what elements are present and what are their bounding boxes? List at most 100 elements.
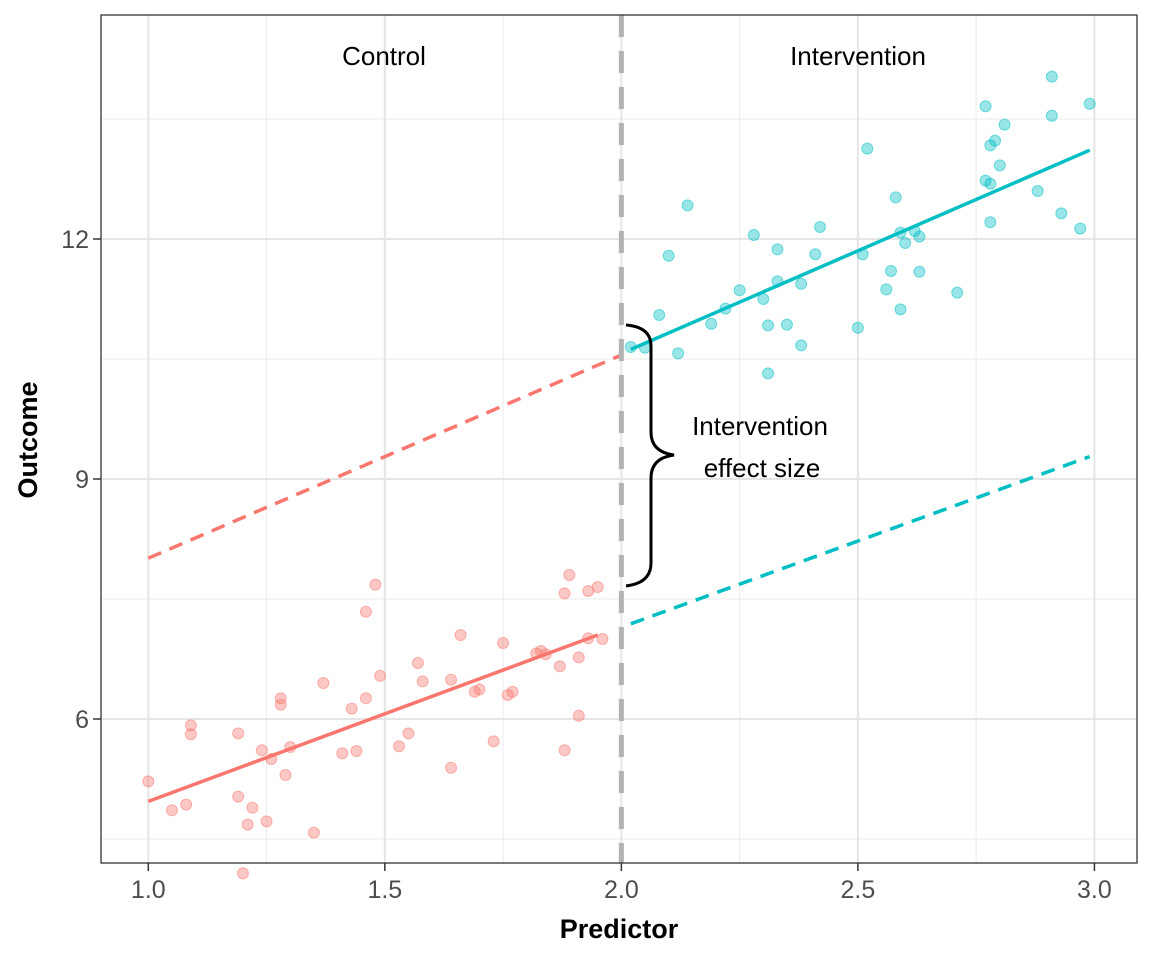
data-point-control (563, 569, 576, 581)
region-label-control: Control (342, 41, 426, 71)
data-point-control (359, 692, 372, 705)
data-point-intervention (653, 309, 666, 321)
data-point-control (591, 581, 604, 593)
effect-size-label-line2: effect size (704, 453, 821, 483)
x-tick-label: 2.5 (841, 876, 876, 904)
data-point-control (317, 677, 330, 689)
fit-line-control (147, 633, 599, 804)
data-point-control (274, 698, 287, 711)
fit-lines (147, 148, 1091, 804)
data-point-intervention (913, 230, 926, 243)
data-point-intervention (885, 265, 898, 277)
data-point-control (369, 578, 382, 591)
data-point-control (553, 660, 566, 673)
data-point-intervention (1045, 109, 1058, 122)
data-point-intervention (984, 177, 997, 190)
data-point-control (374, 669, 387, 682)
data-point-intervention (681, 199, 694, 212)
region-labels: Control Intervention (342, 41, 926, 71)
data-point-control (497, 637, 510, 649)
x-axis-title: Predictor (560, 914, 679, 944)
data-point-intervention (1045, 70, 1058, 83)
y-tick-label: 6 (75, 706, 89, 734)
data-point-control (241, 818, 254, 831)
data-point-control (445, 761, 458, 774)
x-tick-label: 2.0 (604, 876, 639, 904)
region-label-intervention: Intervention (790, 41, 926, 71)
data-point-intervention (705, 317, 718, 330)
data-point-intervention (762, 367, 775, 380)
data-point-intervention (1083, 97, 1096, 110)
data-point-intervention (1055, 207, 1068, 220)
data-point-intervention (889, 191, 902, 204)
data-point-control (411, 657, 424, 669)
data-point-intervention (998, 118, 1011, 131)
x-tick-label: 3.0 (1077, 876, 1112, 904)
data-point-intervention (662, 249, 675, 262)
data-point-intervention (979, 100, 992, 113)
data-point-intervention (762, 319, 775, 332)
data-point-control (255, 744, 268, 757)
data-point-control (232, 727, 245, 740)
data-point-control (402, 727, 415, 740)
data-point-control (572, 651, 585, 664)
data-point-intervention (989, 134, 1002, 147)
y-tick-label: 9 (75, 466, 89, 494)
counterfactual-line-intervention (630, 454, 1091, 626)
axes: 1.0 1.5 2.0 2.5 3.0 6 9 12 (61, 226, 1112, 904)
data-point-control (350, 745, 363, 757)
data-point-intervention (771, 243, 784, 256)
fit-line-intervention (630, 148, 1091, 352)
data-point-control (274, 692, 287, 705)
x-tick-label: 1.0 (131, 876, 166, 904)
data-point-control (558, 744, 571, 757)
data-point-intervention (809, 248, 822, 261)
data-point-intervention (733, 284, 746, 297)
data-point-control (596, 633, 609, 645)
data-point-control (473, 683, 486, 696)
data-point-intervention (880, 283, 893, 296)
data-point-control (184, 728, 197, 741)
plot-background (101, 15, 1137, 863)
data-point-intervention (984, 139, 997, 152)
counterfactual-lines (147, 353, 1091, 626)
data-point-control (336, 747, 349, 760)
data-point-control (445, 673, 458, 686)
data-point-control (180, 798, 193, 811)
data-point-intervention (984, 216, 997, 229)
data-point-control (184, 719, 197, 732)
data-point-intervention (993, 159, 1006, 172)
data-point-intervention (672, 347, 685, 360)
data-point-control (416, 675, 429, 688)
data-point-intervention (795, 277, 808, 290)
data-point-control (487, 735, 500, 748)
data-point-control (307, 826, 320, 839)
y-axis-title: Outcome (13, 381, 43, 498)
counterfactual-line-control (147, 353, 623, 560)
data-point-control (260, 815, 273, 828)
data-point-intervention (1074, 222, 1087, 235)
data-point-intervention (861, 142, 874, 155)
data-point-intervention (913, 265, 926, 278)
data-point-control (572, 709, 585, 722)
data-point-control (236, 867, 249, 880)
data-point-intervention (1031, 185, 1044, 197)
data-point-intervention (747, 229, 760, 241)
data-point-control (506, 685, 519, 698)
data-point-control (393, 740, 406, 753)
data-point-intervention (780, 318, 793, 331)
data-point-control (232, 790, 245, 803)
effect-size-label-line1: Intervention (692, 411, 828, 441)
data-point-control (165, 804, 178, 817)
data-point-intervention (795, 339, 808, 352)
data-point-control (279, 769, 292, 781)
data-point-control (345, 702, 358, 715)
data-point-control (454, 629, 467, 641)
data-point-intervention (814, 221, 827, 233)
data-point-intervention (894, 303, 907, 316)
data-point-control (558, 587, 571, 600)
y-tick-label: 12 (61, 226, 89, 254)
x-tick-label: 1.5 (367, 876, 402, 904)
data-point-control (359, 605, 372, 618)
